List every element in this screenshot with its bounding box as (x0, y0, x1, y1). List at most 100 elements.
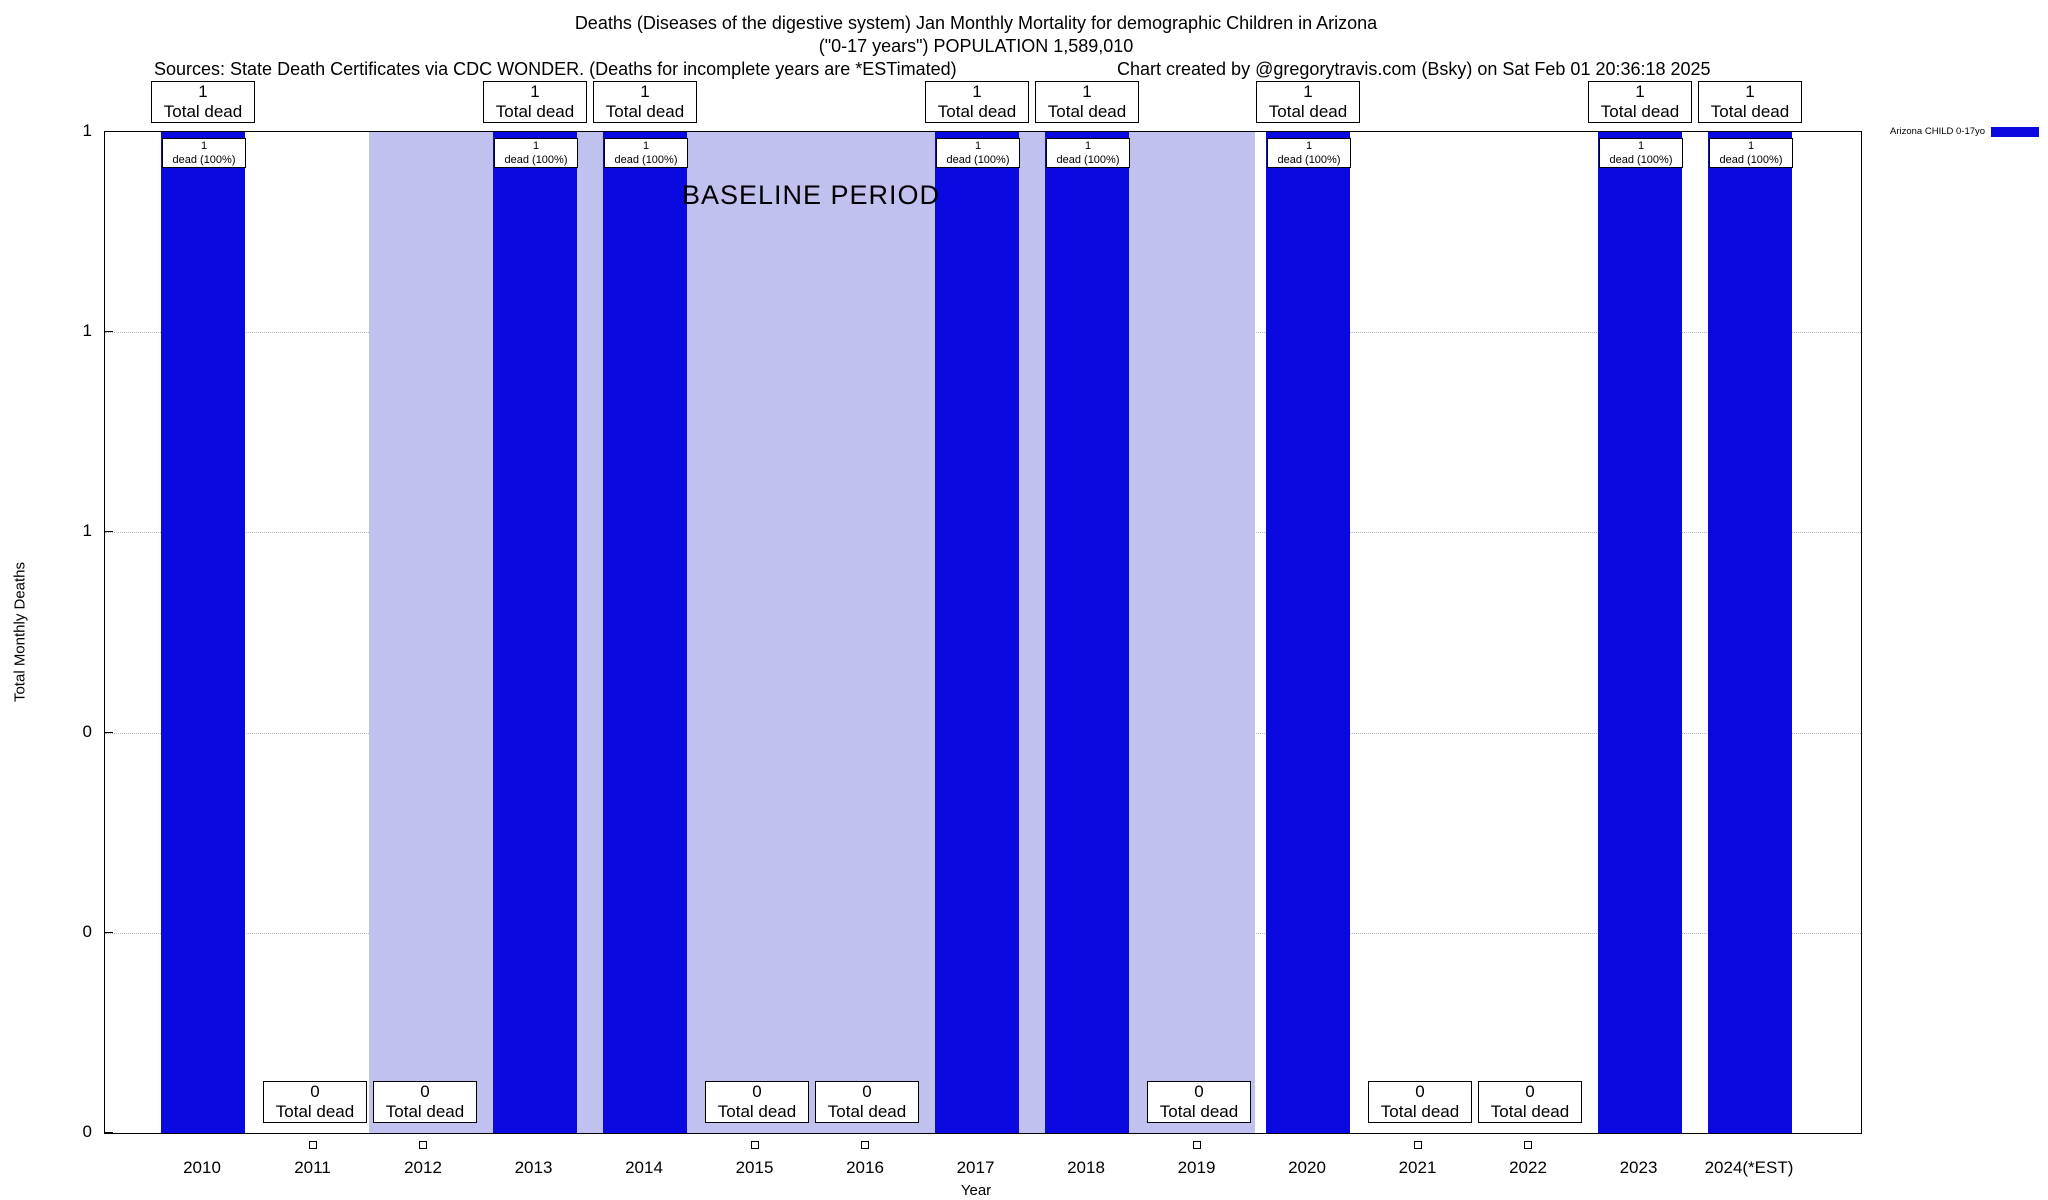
zero-dead-box-count: 0 (862, 1082, 872, 1101)
legend: Arizona CHILD 0-17yo (1890, 126, 2040, 138)
chart-credit: Chart created by @gregorytravis.com (Bsk… (1117, 59, 1711, 79)
bar-peak-label-text: dead (100%) (614, 154, 678, 166)
zero-marker (1524, 1141, 1532, 1149)
bar-peak-label: 1 dead (100%) (162, 138, 246, 168)
bar-peak-label-text: dead (100%) (1609, 154, 1673, 166)
chart-title-line2: ("0-17 years") POPULATION 1,589,010 (818, 36, 1134, 56)
bar-peak-label: 1 dead (100%) (494, 138, 578, 168)
zero-dead-box-text: Total dead (385, 1102, 465, 1121)
total-dead-box-text: Total dead (1047, 102, 1127, 121)
bar-peak-label: 1 dead (100%) (604, 138, 688, 168)
bar-peak-label-text: dead (100%) (1719, 154, 1783, 166)
zero-dead-box-count: 0 (1525, 1082, 1535, 1101)
total-dead-box-count: 1 (530, 82, 540, 101)
x-tick-label: 2016 (846, 1158, 884, 1177)
baseline-period-label: BASELINE PERIOD (681, 180, 941, 210)
bar (603, 132, 687, 1133)
total-dead-box-count: 1 (1745, 82, 1755, 101)
zero-dead-box-text: Total dead (717, 1102, 797, 1121)
total-dead-box-text: Total dead (1710, 102, 1790, 121)
zero-marker (861, 1141, 869, 1149)
zero-marker (308, 1141, 317, 1149)
zero-dead-box: 0 Total dead (705, 1081, 809, 1123)
x-tick-label: 2021 (1398, 1158, 1437, 1177)
bar-peak-label-count: 1 (642, 140, 650, 152)
zero-dead-box-text: Total dead (275, 1102, 355, 1121)
total-dead-box-count: 1 (1303, 82, 1313, 101)
bar-peak-label-text: dead (100%) (946, 154, 1010, 166)
x-axis-title: Year (960, 1182, 992, 1199)
zero-marker (750, 1141, 759, 1149)
total-dead-box-count: 1 (640, 82, 650, 101)
bar (1266, 132, 1350, 1133)
bar-peak-label-text: dead (100%) (1277, 154, 1341, 166)
total-dead-box: 1 Total dead (151, 81, 255, 123)
total-dead-box-count: 1 (1635, 82, 1645, 101)
y-axis-title: Total Monthly Deaths (11, 561, 29, 703)
x-tick-label: 2010 (183, 1158, 221, 1177)
bar (935, 132, 1019, 1133)
total-dead-box: 1 Total dead (483, 81, 587, 123)
bar-peak-label-text: dead (100%) (504, 154, 568, 166)
total-dead-box-text: Total dead (163, 102, 243, 121)
bar-peak-label-count: 1 (1637, 140, 1645, 152)
chart-sources: Sources: State Death Certificates via CD… (154, 59, 957, 79)
bar-peak-label-text: dead (100%) (172, 154, 236, 166)
x-tick-label: 2023 (1619, 1158, 1658, 1177)
x-tick-label: 2015 (735, 1158, 774, 1177)
bar-peak-label: 1 dead (100%) (1599, 138, 1683, 168)
plot-area: BASELINE PERIOD 1 dead (100%) 0 Total dead 0 T… (104, 131, 1862, 1134)
bar-peak-label-count: 1 (532, 140, 540, 152)
zero-marker (419, 1141, 427, 1149)
bar-peak-label: 1 dead (100%) (1267, 138, 1351, 168)
x-tick-label: 2017 (956, 1158, 995, 1177)
y-tick-label: 1 (82, 521, 92, 540)
zero-marker (1192, 1141, 1201, 1149)
x-tick-label: 2024(*EST) (1704, 1158, 1794, 1177)
zero-dead-box-text: Total dead (1490, 1102, 1570, 1121)
zero-dead-box-text: Total dead (1159, 1102, 1239, 1121)
y-tick-label: 0 (82, 722, 92, 741)
bar-peak-label-text: dead (100%) (1056, 154, 1120, 166)
bar (1045, 132, 1129, 1133)
y-tick-label: 1 (82, 321, 92, 340)
y-tick-mark (105, 732, 113, 733)
x-tick-label: 2013 (514, 1158, 553, 1177)
x-tick-label: 2012 (404, 1158, 442, 1177)
x-tick-label: 2019 (1177, 1158, 1216, 1177)
zero-dead-box: 0 Total dead (263, 1081, 367, 1123)
total-dead-box-count: 1 (1082, 82, 1092, 101)
y-tick-label: 0 (82, 1122, 92, 1141)
y-tick-mark (105, 1132, 113, 1133)
zero-dead-box-count: 0 (1415, 1082, 1425, 1101)
total-dead-box-text: Total dead (937, 102, 1017, 121)
y-tick-mark (105, 531, 113, 532)
legend-label: Arizona CHILD 0-17yo (1890, 126, 1986, 137)
zero-dead-box: 0 Total dead (1147, 1081, 1251, 1123)
zero-dead-box: 0 Total dead (373, 1081, 477, 1123)
y-tick-mark (105, 331, 113, 332)
y-tick-label: 0 (82, 922, 92, 941)
total-dead-box: 1 Total dead (1698, 81, 1802, 123)
total-dead-box: 1 Total dead (593, 81, 697, 123)
y-tick-mark (105, 131, 113, 132)
bar (493, 132, 577, 1133)
zero-dead-box: 0 Total dead (815, 1081, 919, 1123)
zero-marker (1413, 1141, 1422, 1149)
x-tick-label: 2022 (1509, 1158, 1547, 1177)
bar-peak-label-count: 1 (974, 140, 982, 152)
bar (1708, 132, 1792, 1133)
bar-peak-label-count: 1 (1305, 140, 1313, 152)
bar (1598, 132, 1682, 1133)
total-dead-box-text: Total dead (1600, 102, 1680, 121)
zero-dead-box-count: 0 (310, 1082, 320, 1101)
y-tick-mark (105, 932, 113, 933)
total-dead-box-text: Total dead (605, 102, 685, 121)
x-tick-label: 2018 (1067, 1158, 1105, 1177)
total-dead-box-text: Total dead (1268, 102, 1348, 121)
x-tick-label: 2020 (1288, 1158, 1326, 1177)
zero-dead-box-count: 0 (1194, 1082, 1204, 1101)
legend-swatch (1991, 127, 2040, 137)
total-dead-box: 1 Total dead (925, 81, 1029, 123)
total-dead-box: 1 Total dead (1588, 81, 1692, 123)
